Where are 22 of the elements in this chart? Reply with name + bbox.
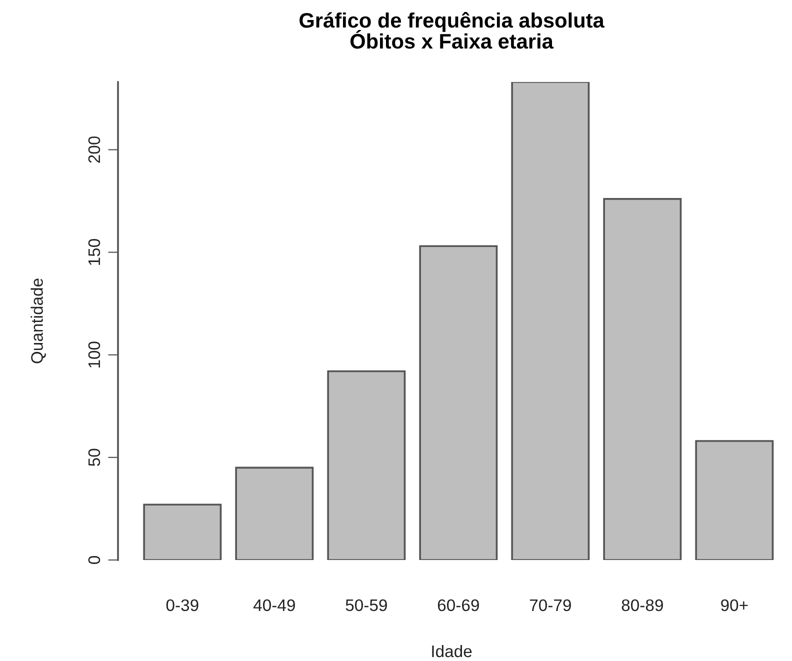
y-tick-label: 0 <box>88 556 100 564</box>
chart-title: Gráfico de frequência absoluta Óbitos x Faixa etaria <box>300 12 604 49</box>
x-tick-label: 80-89 <box>622 599 663 612</box>
y-tick-label: 150 <box>88 239 100 265</box>
bar <box>511 82 590 560</box>
x-tick-label: 60-69 <box>438 599 479 612</box>
bar <box>419 245 498 560</box>
bar <box>603 198 682 560</box>
y-tick-label: 100 <box>88 342 100 368</box>
bar <box>327 370 406 560</box>
x-tick-label: 50-59 <box>346 599 387 612</box>
y-axis-title: Quantidade <box>30 278 46 364</box>
x-tick-label: 70-79 <box>530 599 571 612</box>
y-tick-label: 200 <box>88 136 100 163</box>
bar <box>695 440 774 560</box>
bar <box>143 504 222 560</box>
bar <box>235 466 314 560</box>
y-tick-label: 50 <box>88 448 100 466</box>
x-tick-label: 90+ <box>721 599 748 612</box>
x-tick-label: 0-39 <box>166 599 198 612</box>
x-tick-label: 40-49 <box>253 599 295 612</box>
x-axis-title: Idade <box>432 644 472 658</box>
